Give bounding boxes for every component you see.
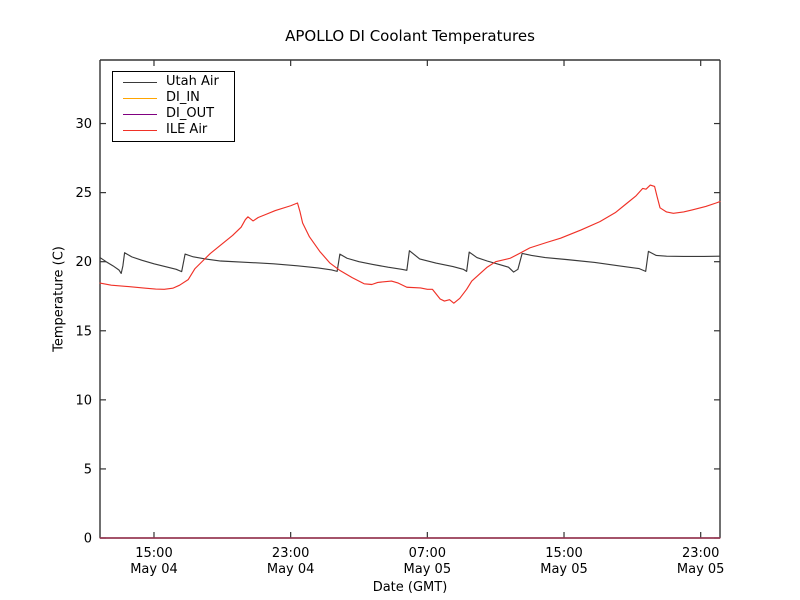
x-tick-label-date: May 05 [540,562,588,577]
chart-title: APOLLO DI Coolant Temperatures [285,27,535,45]
legend-item-di-in: DI_IN [123,90,234,106]
y-tick-label: 20 [75,255,92,270]
y-tick-label: 5 [84,462,92,477]
legend-item-di-out: DI_OUT [123,106,234,122]
y-tick-label: 0 [84,532,92,547]
legend-line-sample [123,81,157,83]
x-tick-label-time: 15:00 [545,546,582,561]
y-tick-label: 10 [75,393,92,408]
legend-item-ile-air: ILE Air [123,122,234,138]
x-tick-label-date: May 04 [267,562,315,577]
legend-item-utah-air: Utah Air [123,74,234,90]
legend-label: ILE Air [166,122,208,137]
series-line-utah-air [99,250,721,275]
x-tick-label-time: 23:00 [682,546,719,561]
legend-line-sample [123,97,157,99]
x-tick-label-date: May 04 [130,562,178,577]
x-tick-label-time: 15:00 [135,546,172,561]
x-tick-label-date: May 05 [404,562,452,577]
legend-line-sample [123,129,157,131]
series-line-ile-air [99,184,721,304]
y-axis-label: Temperature (C) [51,246,67,352]
x-tick-label-time: 23:00 [272,546,309,561]
x-tick-label-date: May 05 [677,562,725,577]
legend-box: Utah Air DI_IN DI_OUT ILE Air [112,71,235,142]
legend-label: Utah Air [166,74,219,89]
x-tick-label-time: 07:00 [409,546,446,561]
legend-label: DI_IN [166,90,200,105]
y-tick-label: 30 [75,117,92,132]
legend-line-sample [123,113,157,115]
y-tick-label: 15 [75,324,92,339]
x-axis-label: Date (GMT) [372,580,448,595]
y-tick-label: 25 [75,186,92,201]
legend-label: DI_OUT [166,106,215,121]
